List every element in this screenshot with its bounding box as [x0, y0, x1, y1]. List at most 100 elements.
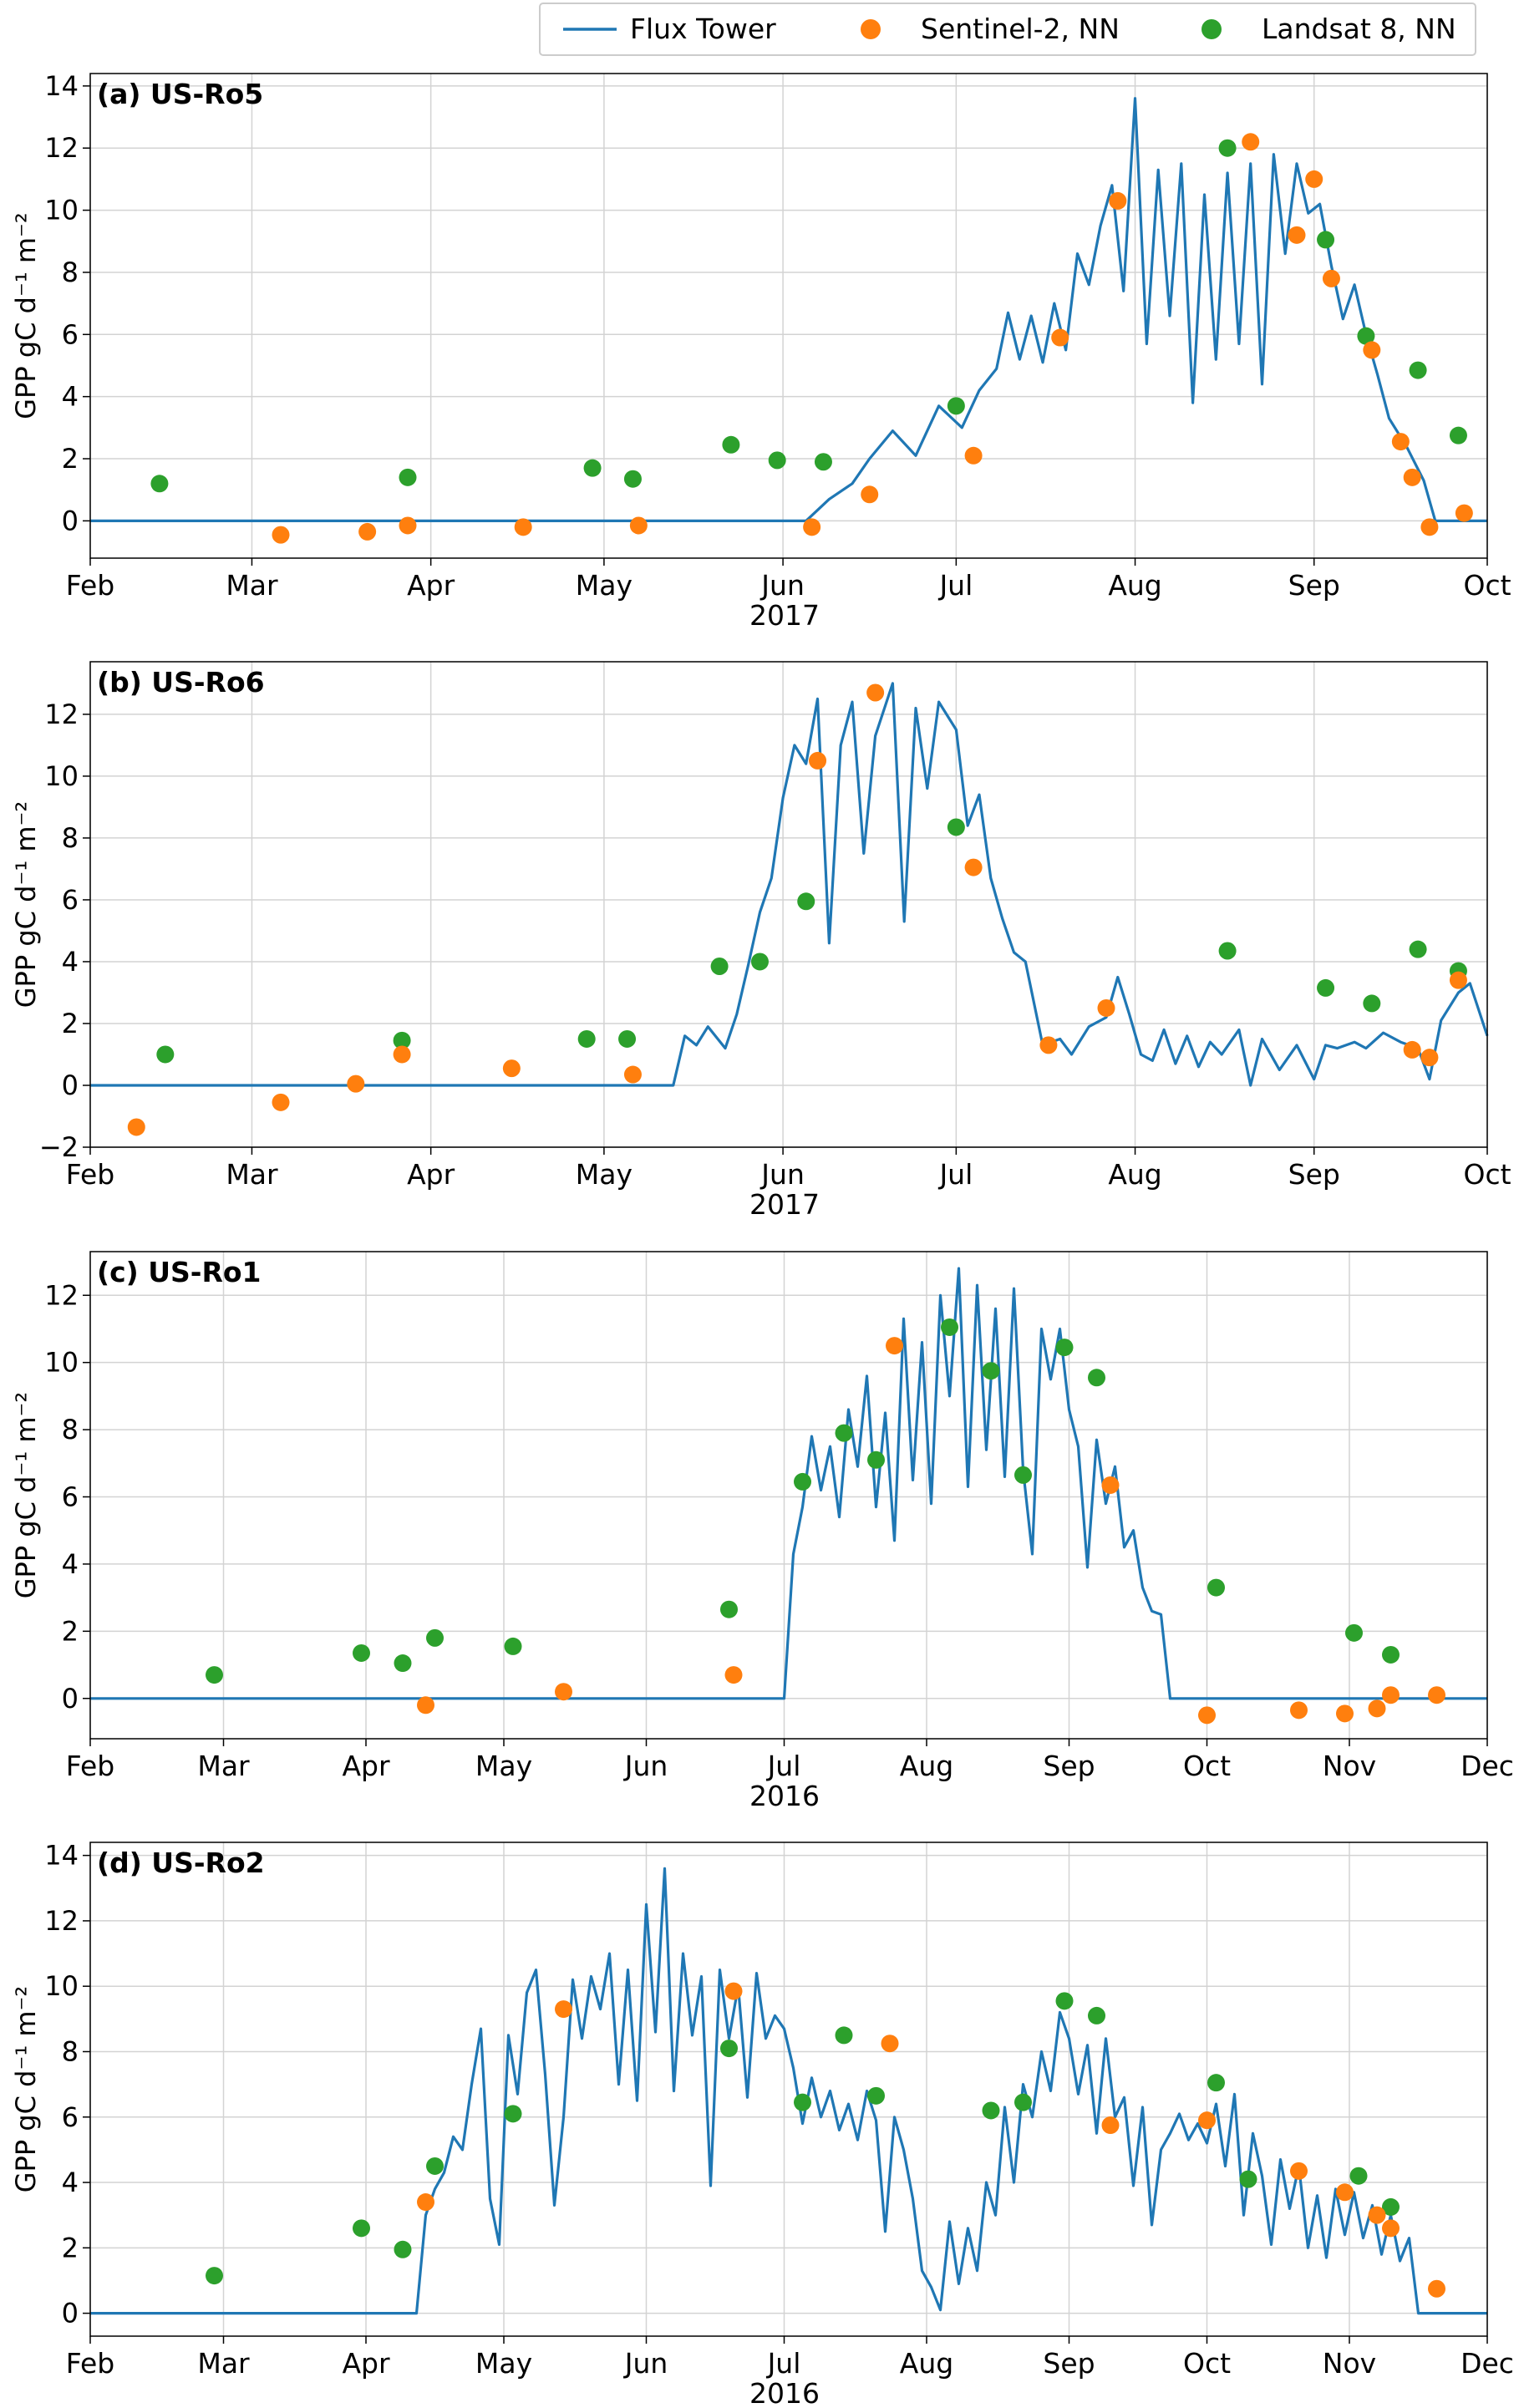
- panel-d-landsat-point: [982, 2101, 1000, 2120]
- panel-d-frame: [89, 1842, 1488, 2337]
- panel-c-landsat-point: [1088, 1369, 1105, 1387]
- panel-b-sentinel-point: [623, 1065, 642, 1084]
- panel-a-flux-tower-line: [90, 97, 1487, 523]
- panel-c-landsat-point: [1014, 1466, 1032, 1484]
- panel-b-sentinel-point: [1449, 971, 1467, 989]
- panel-b-sentinel-point: [502, 1059, 521, 1078]
- panel-d-landsat-point: [720, 2040, 738, 2058]
- panel-b-xtick-label: Mar: [226, 1158, 278, 1191]
- panel-c-ylabel: GPP gC d⁻¹ m⁻²: [10, 1392, 42, 1598]
- panel-a-sentinel-point: [1305, 170, 1323, 188]
- panel-b-ytick-label: 12: [44, 699, 79, 730]
- panel-b-sentinel-point: [809, 751, 827, 770]
- panel-a-sentinel-point: [358, 522, 377, 541]
- panel-a-landsat-point: [399, 468, 417, 486]
- panel-c-xtick-label: Jul: [766, 1750, 801, 1782]
- panel-b-sentinel-point: [1039, 1036, 1058, 1054]
- panel-d-landsat-point: [353, 2219, 370, 2238]
- panel-d-year: 2016: [749, 2377, 820, 2408]
- panel-b-xtick-label: Apr: [407, 1158, 455, 1191]
- legend: Flux Tower Sentinel-2, NN Landsat 8, NN: [539, 3, 1476, 56]
- panel-d-ytick-label: 14: [44, 1840, 79, 1872]
- panel-c-sentinel-point: [417, 1696, 434, 1715]
- panel-a-ytick-label: 12: [44, 132, 79, 164]
- panel-c-landsat: [206, 1318, 1400, 1684]
- panel-b-landsat-point: [710, 958, 729, 976]
- panel-c-year: 2016: [749, 1780, 820, 1812]
- panel-d-xtick-label: Feb: [66, 2347, 114, 2380]
- panel-a-frame: [89, 73, 1488, 559]
- panel-a-landsat: [150, 139, 1467, 493]
- panel-a-sentinel-point: [861, 485, 879, 504]
- panel-b-ytick-label: 0: [62, 1069, 79, 1101]
- panel-a-sentinel-point: [272, 526, 290, 544]
- panel-d-ytick-label: 10: [44, 1970, 79, 2002]
- panel-b-sentinel-point: [347, 1074, 365, 1093]
- panel-b-ytick-label: 8: [62, 822, 79, 854]
- panel-b-sentinel-point: [127, 1118, 145, 1136]
- panel-b-landsat-point: [1218, 942, 1237, 960]
- panel-c: 0 2 4 6 8 10 12 Feb Mar Apr May Jun Jul Aug Sep Oct Nov D…: [10, 1251, 1514, 1812]
- panel-b-sentinel-point: [964, 858, 983, 876]
- panel-b-xtick-label: Oct: [1463, 1158, 1511, 1191]
- panel-a-xtick-label: Sep: [1288, 569, 1340, 602]
- panel-d-landsat: [206, 1992, 1400, 2285]
- panel-a-sentinel-point: [1403, 468, 1421, 486]
- panel-b-xtick-label: Jun: [760, 1158, 805, 1191]
- panel-d-sentinel-point: [1368, 2206, 1386, 2224]
- panel-c-ytick-label: 6: [62, 1481, 79, 1513]
- panel-a-landsat-point: [1449, 426, 1467, 445]
- panel-a-ticks: 0 2 4 6 8 10 12 14 Feb Mar Apr May Jun Jul Aug Sep Oct: [44, 70, 1511, 602]
- panel-d-xtick-label: May: [475, 2347, 532, 2380]
- panel-c-xtick-label: Nov: [1323, 1750, 1376, 1782]
- panel-d-ytick-label: 8: [62, 2035, 79, 2067]
- panel-a-sentinel-point: [803, 518, 821, 536]
- panel-c-landsat-point: [867, 1450, 885, 1469]
- panel-d-ytick-label: 0: [62, 2298, 79, 2329]
- panel-a-xtick-label: Oct: [1463, 569, 1511, 602]
- panel-a-sentinel-point: [964, 446, 983, 465]
- panel-d-xtick-label: Oct: [1183, 2347, 1231, 2380]
- panel-c-sentinel-point: [1290, 1701, 1308, 1720]
- panel-d-flux-tower-line: [90, 1867, 1487, 2315]
- panel-b-sentinel-point: [1403, 1040, 1421, 1059]
- panel-b-landsat: [156, 818, 1467, 1064]
- panel-b-ytick-label: 10: [44, 760, 79, 792]
- panel-a-sentinel-point: [1420, 518, 1439, 536]
- panel-a-ytick-label: 14: [44, 70, 79, 102]
- panel-a-xtick-label: Jul: [937, 569, 973, 602]
- panel-a-ylabel: GPP gC d⁻¹ m⁻²: [10, 212, 42, 419]
- panel-a-flux: [90, 97, 1487, 523]
- panel-b-sentinel-point: [1097, 998, 1115, 1017]
- panel-a-landsat-point: [947, 397, 965, 415]
- panel-c-xtick-label: Apr: [342, 1750, 390, 1782]
- panel-d-xtick-label: Sep: [1043, 2347, 1095, 2380]
- panel-a-landsat-point: [1218, 139, 1237, 157]
- panel-b-ticks: −2 0 2 4 6 8 10 12 Feb Mar Apr May Jun Jul Aug Sep Oct: [39, 699, 1511, 1191]
- panel-a-landsat-point: [623, 470, 642, 488]
- panel-a-sentinel: [272, 133, 1473, 544]
- panel-b-sentinel-point: [393, 1045, 411, 1064]
- panel-d-landsat-point: [1014, 2093, 1032, 2111]
- legend-box: [539, 3, 1476, 56]
- panel-c-xtick-label: Sep: [1043, 1750, 1095, 1782]
- panel-c-sentinel-point: [1336, 1704, 1354, 1723]
- panel-c-landsat-point: [426, 1628, 444, 1647]
- panel-c-landsat-point: [720, 1600, 738, 1618]
- panel-a-sentinel-point: [1288, 226, 1306, 244]
- panel-a-sentinel-point: [514, 518, 532, 536]
- panel-c-landsat-point: [353, 1643, 370, 1662]
- panel-a-ytick-label: 2: [62, 443, 79, 475]
- panel-c-xtick-label: Feb: [66, 1750, 114, 1782]
- panel-b-landsat-point: [947, 818, 965, 836]
- panel-a-sentinel-point: [629, 516, 648, 535]
- panel-b-sentinel-point: [866, 683, 885, 702]
- panel-d-sentinel-point: [1198, 2111, 1216, 2130]
- panel-b-landsat-point: [750, 953, 769, 971]
- panel-c-landsat-point: [982, 1362, 1000, 1380]
- panel-c-landsat-point: [1382, 1645, 1400, 1664]
- panel-c-xtick-label: Dec: [1461, 1750, 1514, 1782]
- panel-b-xtick-label: May: [576, 1158, 632, 1191]
- panel-c-landsat-point: [504, 1637, 522, 1655]
